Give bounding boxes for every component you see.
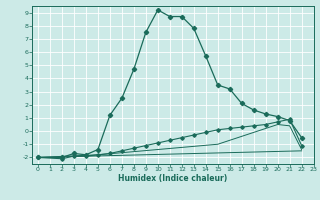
X-axis label: Humidex (Indice chaleur): Humidex (Indice chaleur) (118, 174, 228, 183)
